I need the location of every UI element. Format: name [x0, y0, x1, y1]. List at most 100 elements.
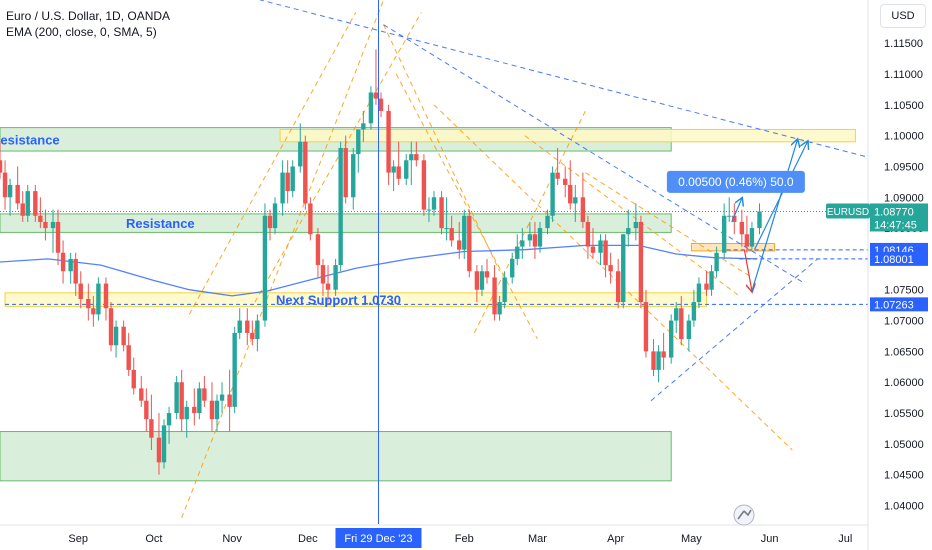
candle-66: [386, 104, 391, 185]
projection-arrow-3: [753, 142, 807, 250]
candle-body: [431, 197, 437, 210]
candle-116: [679, 295, 684, 346]
ema-layer: [0, 244, 758, 297]
candle-89: [520, 228, 525, 259]
candle-100: [585, 215, 591, 259]
candle-1: [2, 160, 8, 210]
price-axis[interactable]: 1.11500 1.11000 1.10500 1.10000 1.09500 1.090…: [867, 0, 924, 550]
candle-body: [439, 197, 444, 229]
tradingview-logo-icon[interactable]: [733, 504, 755, 526]
candle-113: [661, 332, 666, 370]
candle-61: [356, 129, 361, 173]
candle-body: [704, 283, 709, 290]
candle-body: [474, 271, 480, 290]
candle-120: [704, 271, 709, 296]
candle-6: [33, 184, 38, 222]
candle-11: [60, 240, 66, 284]
price-tick-label-0: 1.11500: [884, 38, 923, 50]
candle-body: [2, 172, 8, 198]
candle-122: [714, 246, 719, 278]
candle-117: [686, 314, 692, 352]
candle-106: [621, 234, 626, 309]
candle-body: [608, 265, 613, 272]
candle-67: [391, 160, 396, 192]
candle-body: [378, 98, 384, 111]
candle-77: [449, 215, 454, 247]
candle-body: [550, 172, 555, 216]
candle-body: [696, 283, 702, 303]
price-tag-2: 1.08001: [874, 254, 914, 266]
candle-90: [527, 221, 533, 247]
candle-body: [568, 184, 573, 204]
candle-125: [732, 203, 737, 235]
projection-arrow-1: [751, 140, 797, 292]
candle-body: [691, 302, 697, 321]
candle-body: [373, 92, 379, 99]
candle-body: [585, 221, 591, 247]
time-tick-label-5: Mar: [528, 533, 547, 545]
candle-88: [515, 234, 520, 266]
candle-body: [245, 320, 250, 333]
candle-body: [709, 271, 714, 290]
candle-97: [568, 160, 573, 210]
symbol-title: Euro / U.S. Dollar, 1D, OANDA: [6, 9, 171, 23]
candle-96: [563, 166, 568, 198]
crosshair-layer: Fri 29 Dec '23: [335, 0, 422, 548]
candle-57: [333, 258, 338, 296]
time-tick-label-4: Feb: [455, 533, 474, 545]
candle-95: [555, 147, 560, 185]
time-tick-label-3: Dec: [298, 533, 318, 545]
time-axis[interactable]: Sep Oct Nov Dec Feb Mar Apr May Jun Jul: [0, 524, 868, 545]
candle-body: [166, 413, 172, 426]
crosshair-date-box: [335, 528, 422, 548]
price-tag-3: 1.07263: [874, 299, 914, 311]
candle-body: [0, 160, 3, 173]
candle-body: [149, 419, 154, 438]
candle-50: [290, 160, 295, 198]
candle-body: [250, 332, 255, 340]
candle-body: [661, 351, 666, 358]
candle-102: [598, 234, 603, 266]
candle-123: [721, 203, 727, 259]
trendline-11: [650, 258, 818, 402]
candle-body: [267, 215, 273, 229]
candle-27: [156, 413, 162, 475]
candle-21: [121, 320, 126, 352]
candle-body: [55, 221, 61, 253]
candle-body: [527, 234, 533, 241]
candle-56: [325, 265, 331, 303]
candle-60: [351, 147, 356, 210]
candle-128: [749, 221, 755, 250]
candle-38: [219, 382, 225, 414]
time-tick-label-1: Oct: [145, 533, 162, 545]
candle-body: [315, 234, 321, 266]
level-lines-layer: [0, 210, 868, 305]
candle-10: [55, 209, 61, 266]
candle-body: [598, 240, 603, 253]
zone-4: [4, 292, 708, 307]
currency-button[interactable]: USD: [880, 4, 926, 28]
candle-53: [308, 197, 313, 241]
candle-body: [272, 203, 278, 229]
price-tick-label-14: 1.04500: [884, 470, 924, 482]
candle-body: [356, 129, 361, 155]
candle-99: [580, 172, 586, 229]
candle-2: [7, 178, 13, 216]
candle-body: [590, 246, 596, 253]
candle-94: [550, 166, 555, 222]
candle-body: [280, 172, 285, 204]
candle-91: [532, 221, 538, 259]
candle-40: [232, 326, 237, 414]
candle-body: [749, 228, 755, 247]
candle-body: [580, 197, 586, 222]
trendlines-layer: [181, 0, 869, 519]
price-tag-box-2: [870, 251, 928, 266]
candle-31: [179, 369, 184, 432]
price-tick-label-12: 1.05500: [884, 408, 924, 420]
candle-3: [15, 166, 20, 210]
candle-72: [421, 154, 427, 216]
candle-107: [626, 209, 631, 247]
price-tags-layer: EURUSD 1.0877014:47:451.081461.080011.072…: [826, 203, 928, 312]
candle-18: [103, 277, 109, 321]
